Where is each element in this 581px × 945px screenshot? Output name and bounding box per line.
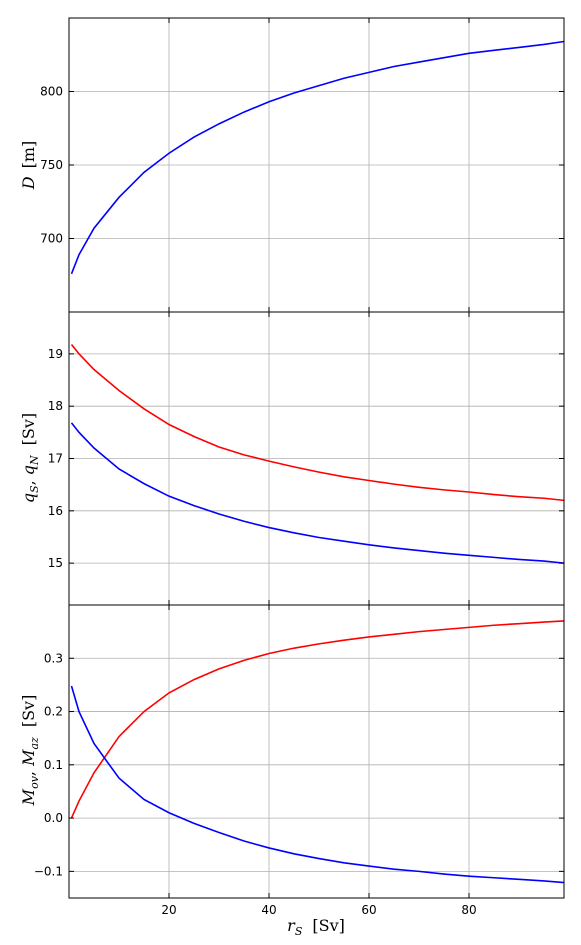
y-tick-label: 0.2 (44, 705, 63, 719)
y-tick-label: 0.1 (44, 758, 63, 772)
x-tick-label: 60 (361, 903, 376, 917)
y-tick-label: 0.3 (44, 651, 63, 665)
panel-depth: 700 750 800 (40, 17, 565, 313)
y-axis-label-depth: D[m] (19, 141, 38, 190)
series-line-red (70, 620, 565, 819)
y-tick-label: 15 (48, 556, 63, 570)
y-axis-label-transport: qS, qN[Sv] (19, 413, 41, 503)
y-tick-label: 750 (40, 158, 63, 172)
series-line-red (70, 343, 565, 502)
y-tick-label: 800 (40, 85, 63, 99)
x-tick-label: 20 (161, 903, 176, 917)
axes-frame (68, 604, 565, 899)
x-tick-label: 40 (261, 903, 276, 917)
y-axis-label-overturning: Mov, Maz[Sv] (19, 695, 41, 807)
y-tick-label: 18 (48, 399, 63, 413)
x-axis-label: rS [Sv] (287, 916, 345, 938)
y-tick-label: −0.1 (34, 864, 63, 878)
series-line-blue (70, 422, 565, 564)
y-tick-label: 16 (48, 504, 63, 518)
series-line-blue (70, 40, 565, 275)
y-tick-label: 17 (48, 452, 63, 466)
panel-transport: 15 16 17 18 19 (48, 311, 565, 606)
panel-overturning: −0.1 0.0 0.1 0.2 0.3 20 40 60 80 (34, 604, 565, 917)
x-tick-label: 80 (461, 903, 476, 917)
y-tick-label: 700 (40, 232, 63, 246)
series-line-blue (70, 685, 565, 884)
y-tick-label: 19 (48, 347, 63, 361)
y-tick-label: 0.0 (44, 811, 63, 825)
